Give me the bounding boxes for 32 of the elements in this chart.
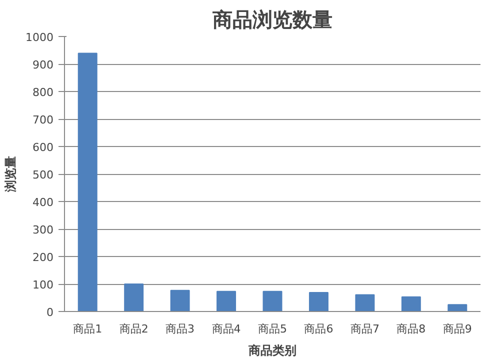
y-tick-label: 300 (32, 224, 54, 236)
y-tick-label: 900 (32, 58, 54, 72)
y-tick-label: 600 (32, 141, 54, 154)
x-tick-label: 商品3 (166, 322, 195, 336)
x-tick-label: 商品2 (119, 322, 148, 336)
y-tick-label: 1000 (26, 31, 54, 44)
y-tick-label: 700 (32, 114, 54, 126)
x-tick-label: 商品7 (350, 322, 380, 336)
y-tick-label: 100 (32, 278, 54, 292)
bar (355, 294, 375, 312)
x-tick-label: 商品8 (396, 322, 426, 336)
x-tick-label: 商品4 (212, 322, 241, 336)
y-tick-label: 400 (32, 196, 54, 209)
bar (308, 292, 328, 312)
bar (448, 304, 468, 312)
y-tick-label: 800 (32, 86, 54, 99)
y-tick-label: 200 (32, 251, 54, 264)
bar (78, 52, 98, 312)
y-tick-label: 0 (46, 306, 54, 319)
bar (262, 290, 282, 312)
y-axis-title: 浏览量 (4, 156, 18, 193)
x-axis-title: 商品类别 (248, 344, 296, 358)
x-tick-label: 商品6 (304, 322, 334, 336)
x-tick-label: 商品5 (258, 322, 287, 336)
x-tick-label: 商品1 (73, 322, 102, 336)
bar (170, 290, 190, 312)
y-tick-label: 500 (32, 168, 54, 182)
bar (124, 284, 144, 312)
chart-title: 商品浏览数量 (212, 8, 332, 32)
bar (216, 290, 236, 312)
bar (401, 296, 421, 312)
x-tick-label: 商品9 (442, 322, 472, 336)
